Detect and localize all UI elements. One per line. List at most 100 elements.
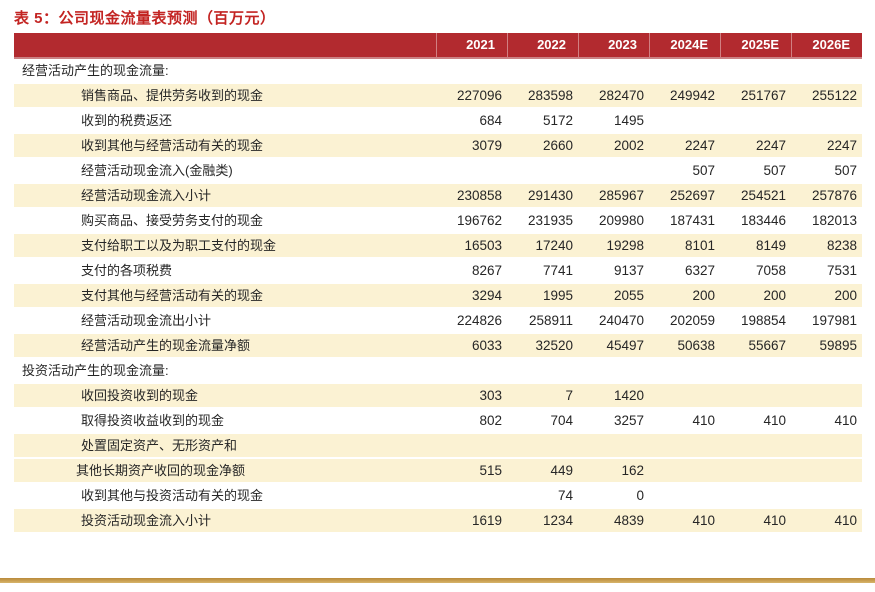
row-label: 经营活动产生的现金流量净额: [81, 338, 251, 353]
cell-value: [436, 59, 507, 84]
row-label: 投资活动现金流入小计: [81, 513, 212, 528]
cell-value: [649, 459, 720, 482]
cell-value: 74: [557, 488, 573, 503]
cell-value: 291430: [527, 188, 573, 203]
cell-value: [578, 59, 649, 84]
row-label: 处置固定资产、无形资产和: [81, 438, 238, 453]
cell-value: 50638: [677, 338, 715, 353]
cell-value: 224826: [456, 313, 502, 328]
row-label: 支付的各项税费: [81, 263, 173, 278]
row-label: 支付给职工以及为职工支付的现金: [81, 238, 277, 253]
cell-value: 4839: [613, 513, 644, 528]
row-label: 投资活动产生的现金流量:: [22, 363, 169, 378]
cell-value: [507, 434, 578, 457]
cashflow-forecast-table: 2021 2022 2023 2024E 2025E 2026E 经营活动产生的…: [14, 33, 862, 534]
table-title: 表 5：公司现金流量表预测（百万元）: [14, 10, 276, 27]
table-row: 支付给职工以及为职工支付的现金 16503 17240 19298 8101 8149 82…: [14, 234, 862, 259]
cell-value: 209980: [598, 213, 644, 228]
row-label: 收到的税费返还: [81, 113, 173, 128]
cell-value: [791, 459, 862, 482]
cell-value: 802: [479, 413, 502, 428]
header-year-2022: 2022: [507, 33, 578, 57]
cell-value: 449: [550, 463, 573, 478]
table-row: 收到其他与投资活动有关的现金 74 0: [14, 484, 862, 509]
cell-value: [720, 484, 791, 509]
cell-value: 59895: [819, 338, 857, 353]
table-row: 经营活动现金流出小计 224826 258911 240470 202059 198854…: [14, 309, 862, 334]
cell-value: 410: [763, 513, 786, 528]
table-row: 支付其他与经营活动有关的现金 3294 1995 2055 200 200 200: [14, 284, 862, 309]
table-row: 经营活动现金流入(金融类) 507 507 507: [14, 159, 862, 184]
cell-value: 257876: [811, 188, 857, 203]
header-year-2021: 2021: [436, 33, 507, 57]
cell-value: [791, 384, 862, 407]
cell-value: [436, 434, 507, 457]
row-label: 其他长期资产收回的现金净额: [76, 463, 246, 478]
cell-value: 7531: [826, 263, 857, 278]
cell-value: 8101: [684, 238, 715, 253]
cell-value: [720, 109, 791, 134]
cell-value: [436, 159, 507, 184]
table-row: 购买商品、接受劳务支付的现金 196762 231935 209980 187431 18…: [14, 209, 862, 234]
cell-value: 1234: [542, 513, 573, 528]
cell-value: 197981: [811, 313, 857, 328]
cell-value: 200: [834, 288, 857, 303]
cell-value: 410: [692, 413, 715, 428]
table-row: 支付的各项税费 8267 7741 9137 6327 7058 7531: [14, 259, 862, 284]
table-row: 销售商品、提供劳务收到的现金 227096 283598 282470 249942 25…: [14, 84, 862, 109]
row-label: 收到其他与投资活动有关的现金: [81, 488, 264, 503]
cell-value: 258911: [528, 313, 573, 328]
cell-value: 6033: [471, 338, 502, 353]
cell-value: [649, 434, 720, 457]
table-row: 经营活动现金流入小计 230858 291430 285967 252697 254521…: [14, 184, 862, 209]
cell-value: [649, 384, 720, 407]
cell-value: 410: [834, 413, 857, 428]
cell-value: 16503: [464, 238, 502, 253]
cell-value: 3257: [613, 413, 644, 428]
row-label: 经营活动产生的现金流量:: [22, 63, 169, 78]
cell-value: 285967: [598, 188, 644, 203]
cell-value: 187431: [669, 213, 715, 228]
cell-value: 8267: [471, 263, 502, 278]
cell-value: 200: [763, 288, 786, 303]
cell-value: [436, 359, 507, 384]
row-label: 取得投资收益收到的现金: [81, 413, 225, 428]
cell-value: 45497: [606, 338, 644, 353]
cell-value: 282470: [598, 88, 644, 103]
cell-value: 1495: [613, 113, 644, 128]
table-row: 投资活动现金流入小计 1619 1234 4839 410 410 410: [14, 509, 862, 534]
cell-value: 183446: [740, 213, 786, 228]
cell-value: 2055: [613, 288, 644, 303]
cell-value: 254521: [740, 188, 786, 203]
row-label: 收到其他与经营活动有关的现金: [81, 138, 264, 153]
cell-value: [720, 59, 791, 84]
row-label: 购买商品、接受劳务支付的现金: [81, 213, 264, 228]
cell-value: [507, 159, 578, 184]
cell-value: 255122: [811, 88, 857, 103]
cell-value: 515: [479, 463, 502, 478]
cell-value: 1420: [613, 388, 644, 403]
table-row: 收到的税费返还 684 5172 1495: [14, 109, 862, 134]
cell-value: 32520: [535, 338, 573, 353]
cell-value: 3079: [471, 138, 502, 153]
cell-value: 8238: [826, 238, 857, 253]
cell-value: [791, 109, 862, 134]
cell-value: [649, 59, 720, 84]
cell-value: 227096: [456, 88, 502, 103]
cell-value: 410: [834, 513, 857, 528]
table-row: 其他长期资产收回的现金净额 515 449 162: [14, 459, 862, 484]
cell-value: [720, 384, 791, 407]
row-label: 支付其他与经营活动有关的现金: [81, 288, 264, 303]
cell-value: 5172: [542, 113, 573, 128]
section-header-row: 投资活动产生的现金流量:: [14, 359, 862, 384]
cell-value: [649, 109, 720, 134]
table-row: 取得投资收益收到的现金 802 704 3257 410 410 410: [14, 409, 862, 434]
section-header-row: 经营活动产生的现金流量:: [14, 59, 862, 84]
cell-value: 200: [692, 288, 715, 303]
cell-value: 230858: [456, 188, 502, 203]
row-label: 经营活动现金流出小计: [81, 313, 212, 328]
cell-value: 410: [763, 413, 786, 428]
header-year-2025e: 2025E: [720, 33, 791, 57]
cell-value: [791, 484, 862, 509]
